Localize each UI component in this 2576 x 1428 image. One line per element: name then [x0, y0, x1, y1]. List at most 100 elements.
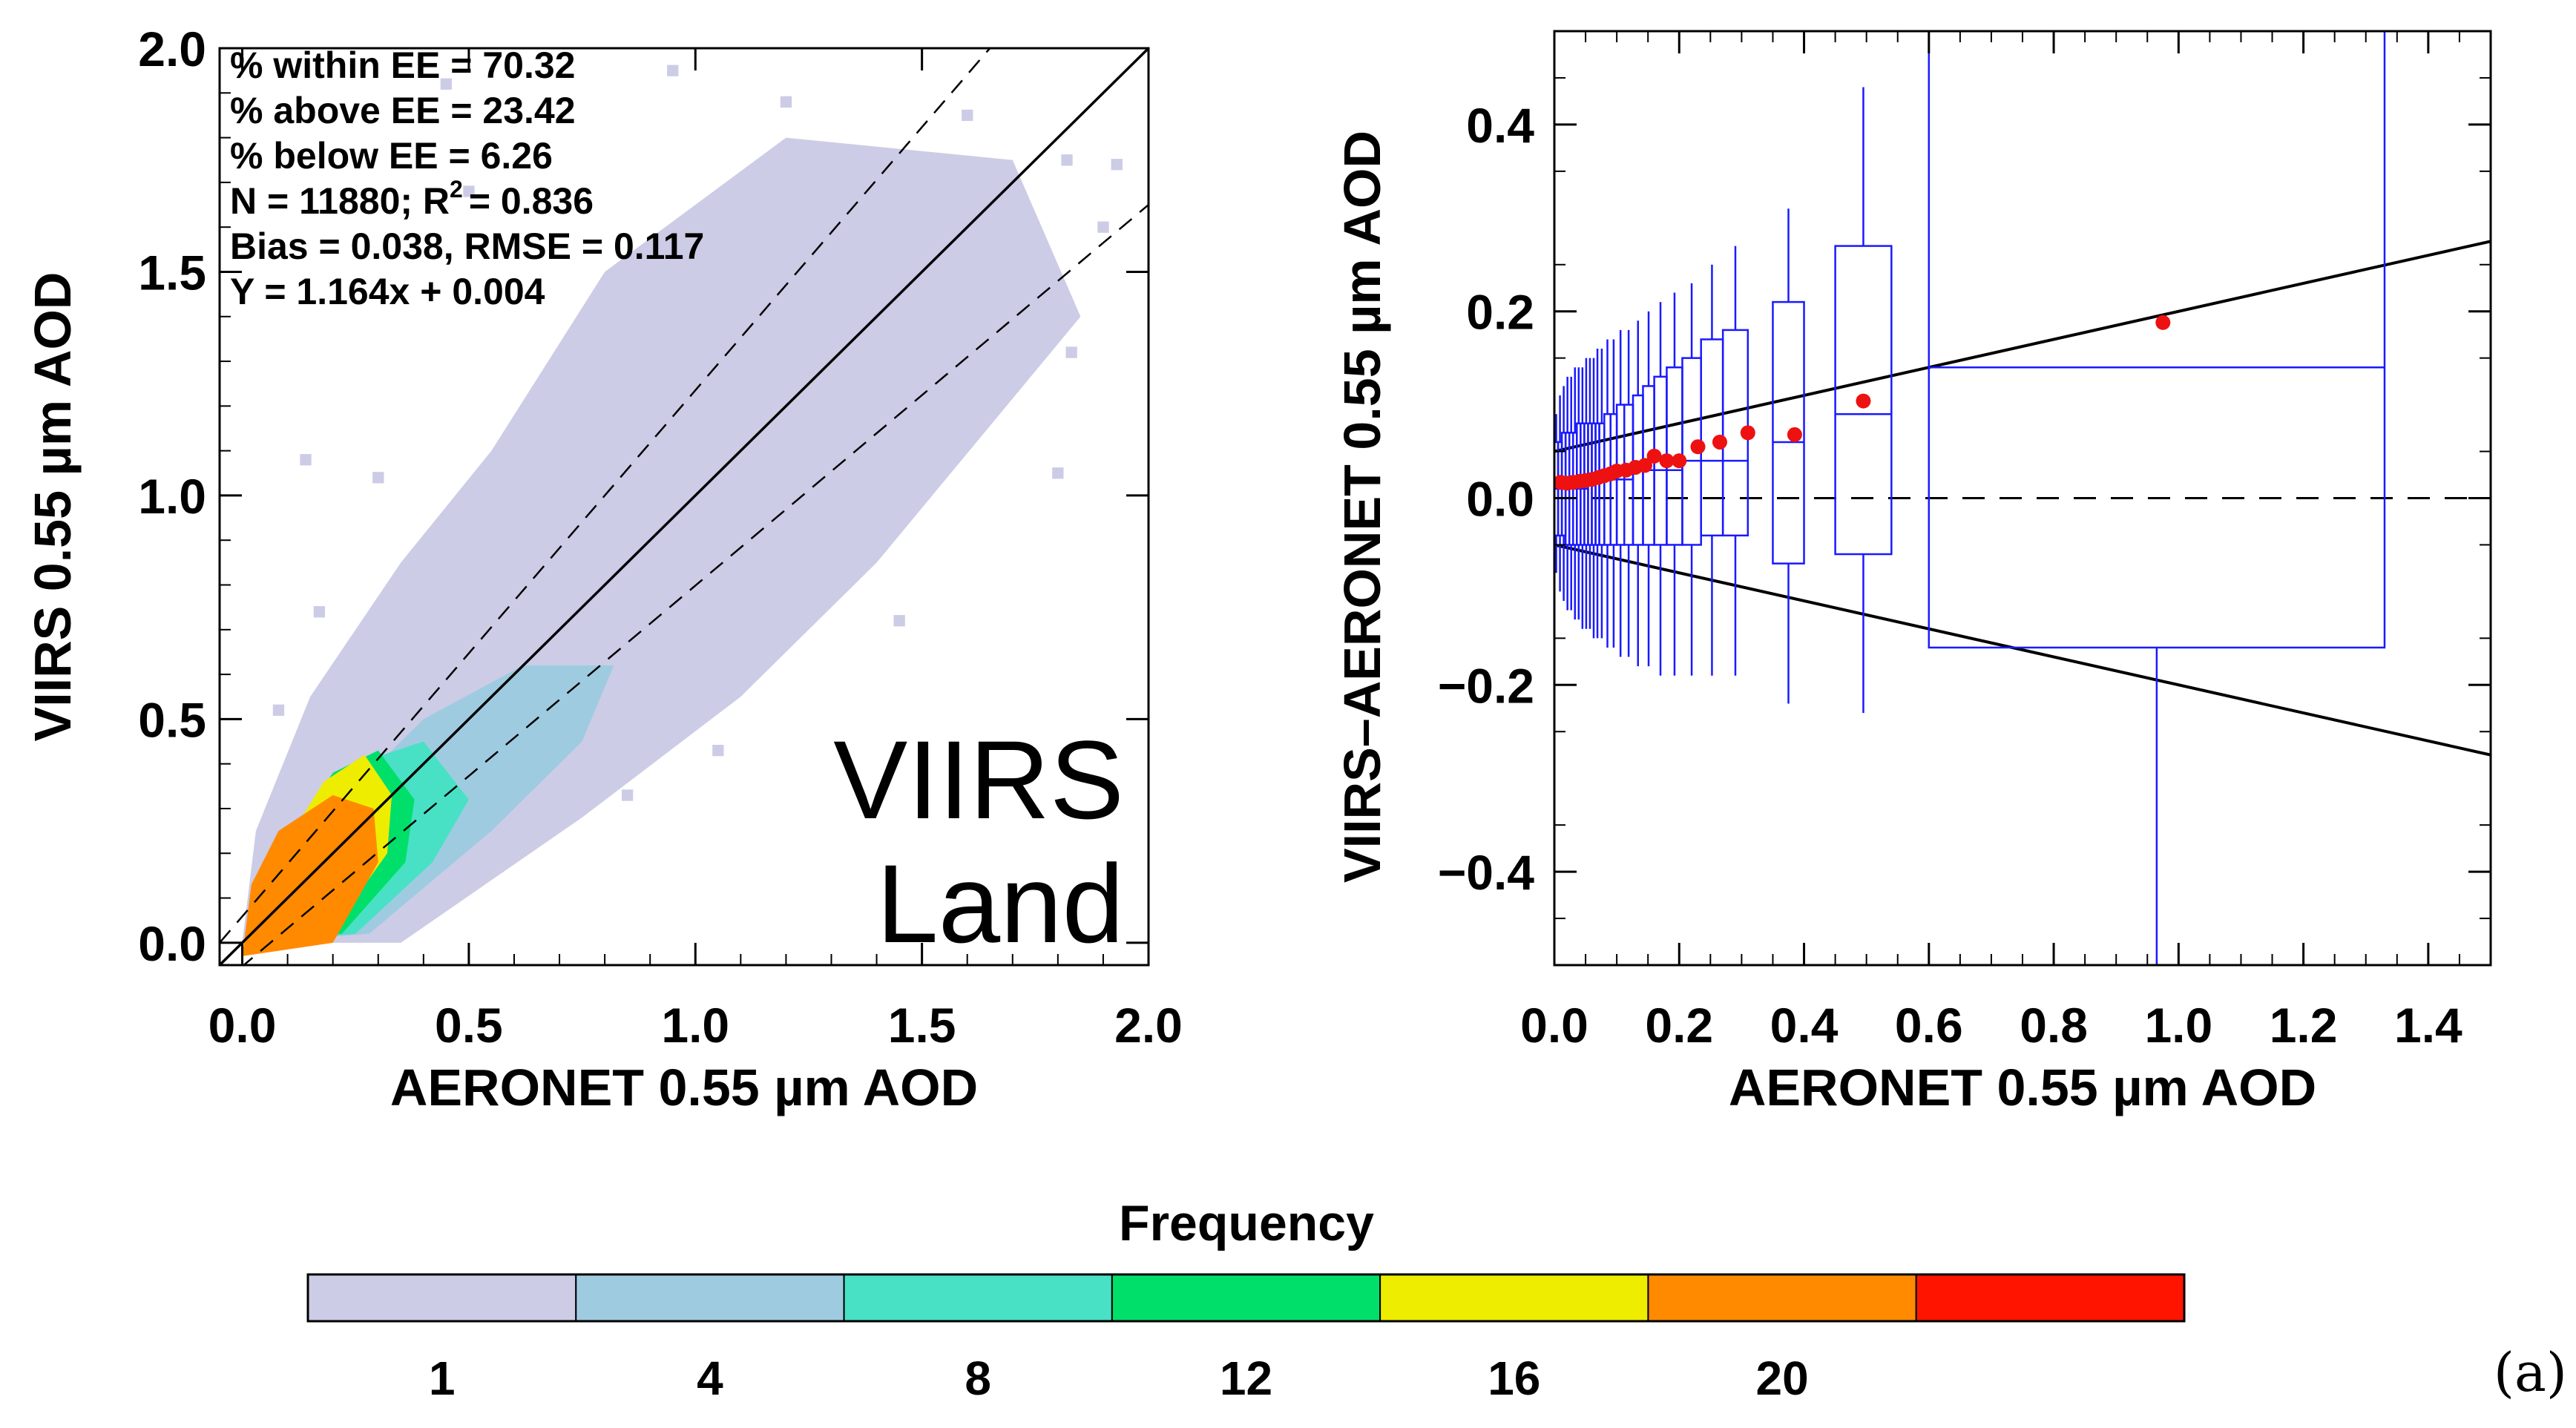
box-plot: [1623, 329, 1634, 657]
density-cell: [712, 570, 724, 582]
left-x-tick-label: 1.5: [888, 998, 956, 1053]
mean-point: [1856, 393, 1871, 409]
density-cell: [1065, 346, 1077, 358]
right-y-tick-label: 0.0: [1466, 472, 1534, 527]
box-plot: [1928, 31, 2386, 965]
ee-lower-line: [242, 204, 1149, 965]
right-x-tick-label: 1.4: [2394, 998, 2462, 1053]
annotation-viirs: VIIRS: [833, 717, 1124, 842]
density-cell: [545, 602, 556, 613]
density-cell: [562, 378, 574, 389]
left-plot-frame: [218, 47, 1150, 967]
colorbar-tick-label: 20: [1755, 1352, 1808, 1405]
density-cell: [463, 185, 475, 197]
mean-point: [1690, 439, 1706, 455]
mean-point: [1787, 427, 1802, 442]
box-iqr: [1772, 300, 1805, 565]
box-plot: [1772, 208, 1805, 704]
ee-upper-line: [220, 48, 991, 944]
colorbar-tick-label: 1: [429, 1352, 456, 1405]
right-y-axis-label: VIIRS–AERONET 0.55 µm AOD: [1333, 131, 1391, 883]
density-cell: [712, 745, 724, 757]
colorbar-swatch: [843, 1274, 1113, 1322]
density-cell: [689, 243, 701, 255]
mean-point: [1672, 453, 1687, 469]
density-cell: [667, 722, 679, 734]
density-cell: [418, 543, 430, 555]
colorbar-swatch: [1647, 1274, 1917, 1322]
right-x-tick-label: 0.0: [1520, 998, 1588, 1053]
box-plot: [1721, 246, 1749, 676]
right-y-tick-label: 0.4: [1466, 98, 1534, 153]
colorbar-title: Frequency: [1119, 1195, 1374, 1251]
density-cell: [803, 597, 815, 609]
density-cell: [622, 789, 634, 801]
box-plot: [1834, 87, 1893, 714]
stat-regression: Y = 1.164x + 0.004: [230, 271, 545, 312]
residual-ee-upper-line: [1554, 240, 2491, 453]
colorbar-swatch: [1111, 1274, 1381, 1322]
right-x-tick-label: 0.4: [1770, 998, 1839, 1053]
residual-ee-lower-line: [1554, 543, 2491, 757]
stat-below: % below EE = 6.26: [230, 135, 553, 177]
box-plot: [1653, 302, 1668, 676]
right-x-tick-label: 0.6: [1895, 998, 1963, 1053]
density-cell: [300, 454, 312, 466]
right-x-axis-label: AERONET 0.55 µm AOD: [1729, 1059, 2316, 1116]
colorbar-swatch: [1379, 1274, 1649, 1322]
density-cell: [952, 302, 965, 314]
panel-label: (a): [2494, 1341, 2567, 1404]
colorbar-tick-label: 8: [965, 1352, 991, 1405]
colorbar: Frequency 1 4 8 12 16 20: [306, 1195, 2186, 1405]
mean-point: [1659, 453, 1675, 469]
right-x-tick-label: 1.0: [2144, 998, 2212, 1053]
mean-point: [1646, 448, 1662, 464]
right-y-tick-label: −0.4: [1438, 845, 1535, 900]
box-plot: [1615, 329, 1626, 657]
left-y-axis-label: VIIRS 0.55 µm AOD: [24, 272, 82, 742]
density-cell: [893, 615, 905, 627]
stat-above: % above EE = 23.42: [230, 90, 576, 131]
density-cell: [667, 637, 679, 649]
density-cell: [272, 704, 285, 716]
stat-within: % within EE = 70.32: [230, 45, 575, 86]
colorbar-swatch: [307, 1274, 577, 1322]
one-to-one-line: [220, 48, 1149, 965]
reference-lines: [220, 48, 1149, 965]
right-x-tick-label: 0.8: [2020, 998, 2088, 1053]
colorbar-tick-label: 4: [697, 1352, 723, 1405]
colorbar-tick-labels: 1 4 8 12 16 20: [429, 1352, 1809, 1405]
left-y-tick-label: 1.0: [138, 469, 206, 524]
left-y-tick-label: 1.5: [138, 245, 206, 300]
mean-point: [2155, 315, 2171, 330]
box-plot: [1700, 264, 1724, 676]
density-cell: [676, 534, 688, 546]
mean-point: [1712, 434, 1727, 450]
stat-bias-rmse: Bias = 0.038, RMSE = 0.117: [230, 226, 704, 267]
density-cell: [758, 655, 769, 667]
density-cell: [1052, 467, 1064, 479]
density-cell: [816, 373, 828, 385]
density-cell: [440, 78, 452, 90]
left-y-tick-label: 0.0: [138, 916, 206, 971]
left-x-tick-label: 1.0: [661, 998, 729, 1053]
box-plot: [1609, 339, 1618, 648]
density-cell: [1061, 154, 1073, 166]
left-x-tick-label: 2.0: [1114, 998, 1183, 1053]
density-cell: [1111, 159, 1123, 171]
box-plot: [1666, 292, 1683, 676]
mean-point: [1637, 458, 1652, 473]
density-cell: [780, 96, 792, 108]
left-axis-ticks: 0.0 0.5 1.0 1.5 2.0 0.0 0.5 1.0 1.5 2.0: [138, 22, 1183, 1053]
box-plot: [1632, 320, 1644, 667]
mean-points: [1554, 315, 2171, 491]
density-cell: [313, 606, 325, 618]
residual-box-chart: 0.0 0.2 0.4 0.6 0.8 1.0 1.2 1.4 −0.4 −0.2 0.0 0.2 0.…: [1333, 30, 2492, 1116]
left-x-tick-label: 0.5: [435, 998, 503, 1053]
density-cell: [907, 435, 919, 448]
density-cell: [508, 481, 520, 493]
density-cell: [1097, 221, 1109, 233]
right-axis-ticks: 0.0 0.2 0.4 0.6 0.8 1.0 1.2 1.4 −0.4 −0.2 0.0 0.2 0.…: [1438, 31, 2491, 1053]
box-iqr: [1928, 31, 2386, 649]
